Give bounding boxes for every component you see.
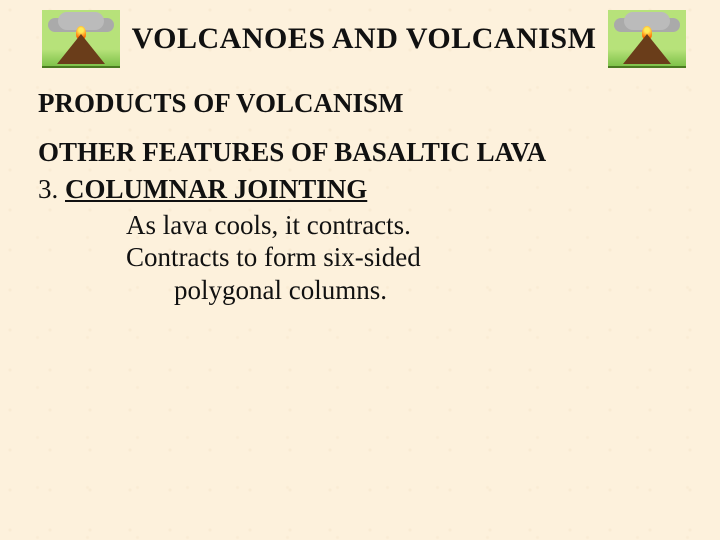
body-text-line: As lava cools, it contracts. — [126, 209, 690, 241]
item-number: 3. — [38, 174, 58, 204]
body-text-line: Contracts to form six-sided — [126, 241, 690, 273]
volcano-icon — [42, 10, 120, 68]
slide-container: VOLCANOES AND VOLCANISM PRODUCTS OF VOLC… — [0, 0, 720, 326]
page-title: VOLCANOES AND VOLCANISM — [132, 22, 597, 56]
volcano-icon — [608, 10, 686, 68]
subtitle: PRODUCTS OF VOLCANISM — [38, 88, 690, 119]
title-row: VOLCANOES AND VOLCANISM — [38, 10, 690, 68]
list-item: 3. COLUMNAR JOINTING — [38, 174, 690, 205]
item-label: COLUMNAR JOINTING — [65, 174, 367, 204]
section-heading: OTHER FEATURES OF BASALTIC LAVA — [38, 137, 690, 168]
body-text-line: polygonal columns. — [174, 274, 690, 306]
